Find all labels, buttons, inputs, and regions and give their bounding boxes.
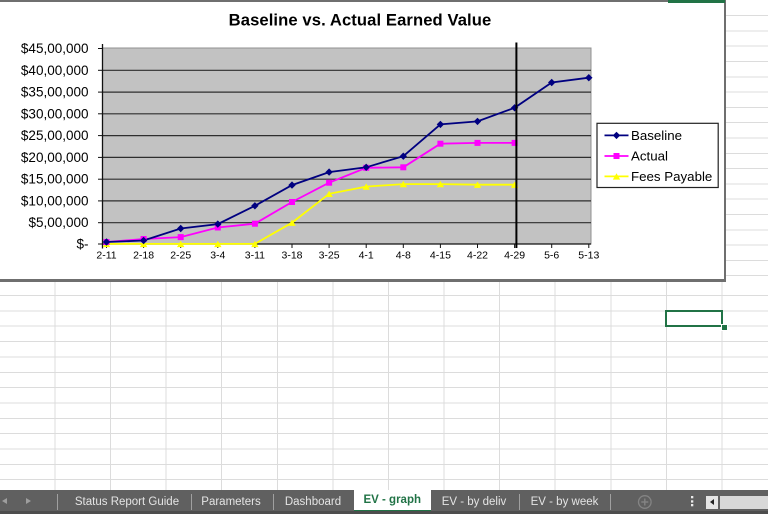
svg-text:$40,00,000: $40,00,000 [21, 63, 89, 78]
svg-text:4-8: 4-8 [396, 249, 411, 261]
svg-text:4-29: 4-29 [504, 249, 525, 261]
svg-text:3-25: 3-25 [319, 249, 340, 261]
svg-text:$15,00,000: $15,00,000 [21, 172, 89, 187]
svg-text:3-4: 3-4 [210, 249, 225, 261]
svg-text:$35,00,000: $35,00,000 [21, 85, 89, 100]
svg-text:3-18: 3-18 [281, 249, 302, 261]
svg-text:2-18: 2-18 [133, 249, 154, 261]
svg-text:Actual: Actual [631, 148, 668, 163]
svg-text:2-25: 2-25 [170, 249, 191, 261]
svg-text:4-22: 4-22 [467, 249, 488, 261]
svg-text:Baseline vs. Actual Earned Val: Baseline vs. Actual Earned Value [229, 11, 492, 30]
svg-text:4-1: 4-1 [359, 249, 374, 261]
svg-text:3-11: 3-11 [245, 249, 265, 261]
svg-text:5-13: 5-13 [578, 249, 599, 261]
svg-text:Baseline: Baseline [631, 128, 682, 143]
svg-text:Fees Payable: Fees Payable [631, 169, 712, 184]
svg-text:$30,00,000: $30,00,000 [21, 106, 89, 121]
svg-text:2-11: 2-11 [96, 249, 116, 261]
svg-text:$25,00,000: $25,00,000 [21, 128, 89, 143]
svg-text:5-6: 5-6 [544, 249, 559, 261]
svg-text:$-: $- [76, 237, 88, 252]
svg-text:$10,00,000: $10,00,000 [21, 193, 89, 208]
svg-text:$20,00,000: $20,00,000 [21, 150, 89, 165]
svg-text:4-15: 4-15 [430, 249, 451, 261]
svg-text:$45,00,000: $45,00,000 [21, 41, 89, 56]
svg-text:$5,00,000: $5,00,000 [28, 215, 88, 230]
